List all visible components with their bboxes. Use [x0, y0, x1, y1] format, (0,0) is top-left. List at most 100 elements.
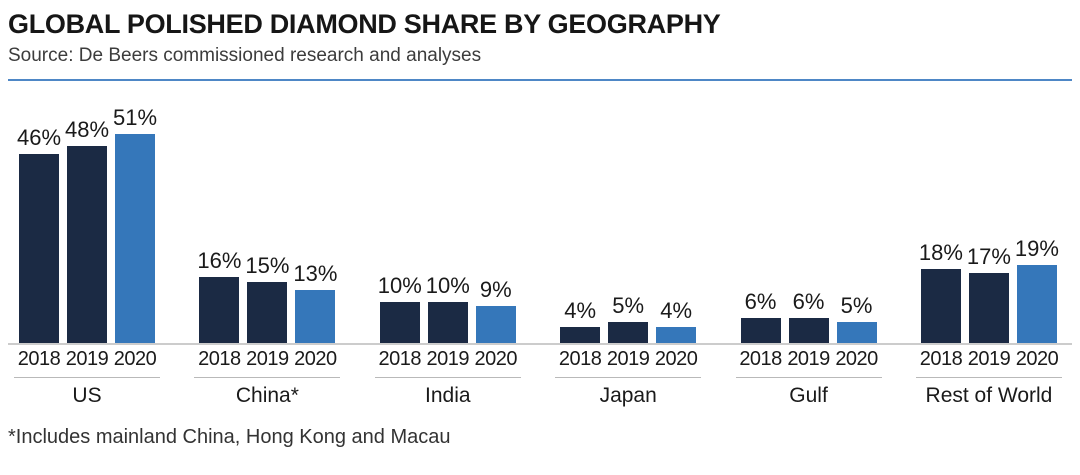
bar-column: 19%	[1013, 82, 1061, 343]
group-bars: 6% 6% 5%	[737, 82, 881, 343]
year-label: 2018	[198, 348, 241, 370]
bar-2018	[199, 277, 240, 343]
chart-group: 6% 6% 5% 2018 2019 2020 Gulf	[735, 82, 882, 408]
bar-value-label: 48%	[64, 117, 110, 142]
bar-column: 13%	[291, 82, 339, 343]
bar-column: 17%	[965, 82, 1013, 343]
year-label: 2020	[113, 348, 157, 370]
group-label: China*	[235, 384, 299, 407]
bar-2019	[608, 322, 649, 343]
chart-group: 18% 17% 19% 2018 2019 2020 Rest of World	[915, 82, 1062, 408]
chart-footnote: *Includes mainland China, Hong Kong and …	[8, 426, 451, 448]
group-bars: 10% 10% 9%	[376, 82, 520, 343]
header-divider-rule	[8, 79, 1072, 81]
bar-value-label: 10%	[425, 273, 470, 298]
year-label: 2019	[787, 348, 830, 370]
group-year-labels: 2018 2019 2020	[556, 346, 700, 372]
chart-groups: 46% 48% 51% 2018 2019 2020 US 16% 15% 13% 2018 2019…	[0, 82, 1080, 408]
bar-2019	[247, 282, 288, 343]
bar-column: 6%	[737, 82, 785, 343]
year-label: 2020	[474, 348, 518, 370]
bar-2019	[788, 318, 829, 343]
year-label: 2019	[967, 348, 1011, 370]
bar-column: 5%	[833, 82, 881, 343]
bar-value-label: 13%	[293, 261, 338, 286]
bar-value-label: 16%	[197, 248, 242, 273]
group-label: Rest of World	[925, 384, 1053, 407]
year-label: 2020	[835, 348, 878, 370]
group-label: India	[425, 384, 471, 407]
bar-value-label: 4%	[660, 298, 693, 323]
year-label: 2019	[246, 348, 289, 370]
group-year-labels: 2018 2019 2020	[15, 346, 159, 372]
bar-2018	[19, 154, 59, 343]
bar-2019	[427, 302, 468, 343]
chart-group: 10% 10% 9% 2018 2019 2020 India	[374, 82, 521, 408]
chart-title: GLOBAL POLISHED DIAMOND SHARE BY GEOGRAP…	[8, 9, 721, 39]
chart-baseline	[8, 343, 1072, 345]
bar-2020	[1016, 265, 1057, 343]
year-label: 2018	[17, 348, 61, 370]
bar-value-label: 51%	[112, 105, 158, 130]
group-underline	[915, 377, 1062, 378]
bar-column: 15%	[243, 82, 291, 343]
group-year-labels: 2018 2019 2020	[376, 346, 520, 372]
chart-header: GLOBAL POLISHED DIAMOND SHARE BY GEOGRAP…	[0, 0, 1080, 68]
chart-group: 46% 48% 51% 2018 2019 2020 US	[14, 82, 160, 408]
group-year-labels: 2018 2019 2020	[737, 346, 881, 372]
bar-value-label: 6%	[744, 289, 777, 314]
bar-column: 48%	[63, 82, 111, 343]
chart-group: 16% 15% 13% 2018 2019 2020 China*	[194, 82, 341, 408]
year-label: 2018	[558, 348, 602, 370]
bar-column: 10%	[376, 82, 424, 343]
bar-2020	[295, 290, 336, 343]
bar-column: 10%	[424, 82, 472, 343]
group-label: US	[72, 384, 102, 407]
year-label: 2019	[606, 348, 650, 370]
bar-2019	[968, 273, 1009, 343]
bar-column: 18%	[917, 82, 965, 343]
year-label: 2018	[378, 348, 422, 370]
bar-value-label: 10%	[377, 273, 422, 298]
year-label: 2019	[65, 348, 109, 370]
year-label: 2020	[1015, 348, 1059, 370]
year-label: 2020	[294, 348, 337, 370]
group-bars: 18% 17% 19%	[917, 82, 1061, 343]
bar-value-label: 9%	[479, 277, 512, 302]
group-underline	[374, 377, 521, 378]
bar-column: 6%	[785, 82, 833, 343]
group-underline	[194, 377, 341, 378]
bar-column: 4%	[652, 82, 700, 343]
bar-column: 51%	[111, 82, 159, 343]
group-year-labels: 2018 2019 2020	[917, 346, 1061, 372]
bar-2018	[740, 318, 781, 343]
year-label: 2019	[426, 348, 470, 370]
group-bars: 4% 5% 4%	[556, 82, 700, 343]
chart-group: 4% 5% 4% 2018 2019 2020 Japan	[555, 82, 702, 408]
group-bars: 16% 15% 13%	[195, 82, 339, 343]
group-label: Japan	[599, 384, 657, 407]
bar-column: 9%	[472, 82, 520, 343]
group-bars: 46% 48% 51%	[15, 82, 159, 343]
bar-2020	[475, 306, 516, 343]
group-underline	[735, 377, 882, 378]
bar-2018	[920, 269, 961, 343]
bar-chart: 46% 48% 51% 2018 2019 2020 US 16% 15% 13% 2018 2019…	[0, 82, 1080, 408]
group-underline	[555, 377, 702, 378]
bar-column: 5%	[604, 82, 652, 343]
bar-value-label: 46%	[16, 125, 62, 150]
bar-2020	[656, 327, 697, 343]
year-label: 2018	[919, 348, 963, 370]
year-label: 2018	[739, 348, 782, 370]
bar-value-label: 18%	[918, 240, 963, 265]
bar-value-label: 17%	[966, 244, 1011, 269]
bar-value-label: 15%	[245, 253, 290, 278]
bar-value-label: 5%	[840, 293, 873, 318]
bar-value-label: 4%	[564, 298, 597, 323]
chart-source: Source: De Beers commissioned research a…	[8, 45, 482, 66]
bar-column: 46%	[15, 82, 63, 343]
year-label: 2020	[654, 348, 698, 370]
bar-2018	[560, 327, 601, 343]
bar-value-label: 19%	[1014, 236, 1059, 261]
